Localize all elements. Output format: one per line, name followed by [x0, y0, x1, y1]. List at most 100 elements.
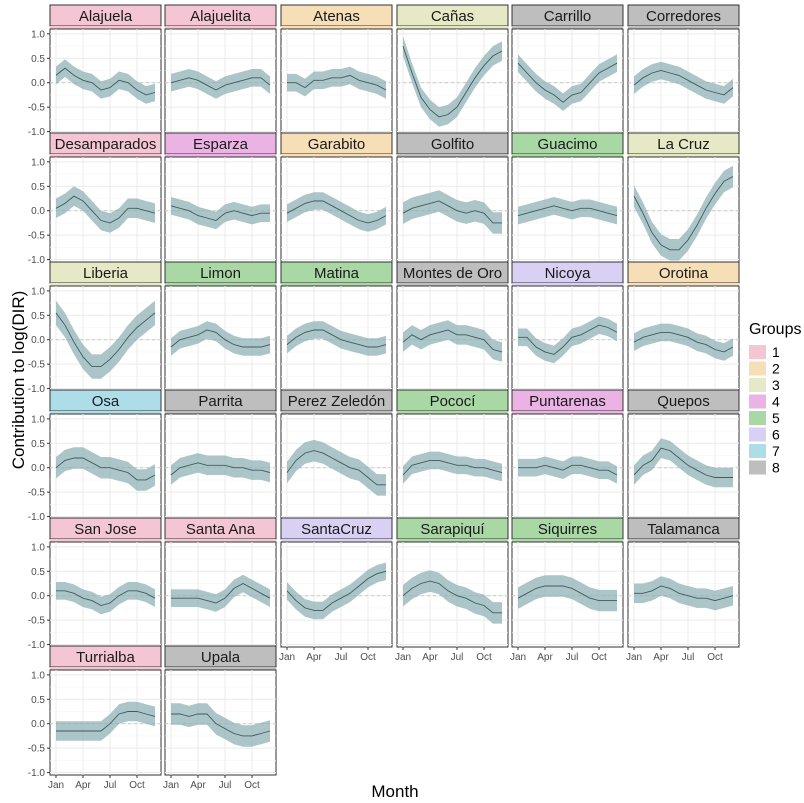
strip-group-color [50, 539, 161, 542]
strip-label: Puntarenas [529, 393, 606, 410]
strip-group-color [165, 154, 276, 157]
x-tick-label: Oct [244, 780, 260, 791]
strip-label: La Cruz [657, 136, 710, 153]
strip-group-color [165, 26, 276, 29]
strip-label: Quepos [657, 393, 710, 410]
legend-label-8: 8 [772, 460, 780, 476]
legend-label-7: 7 [772, 443, 780, 459]
y-tick-label: -0.5 [28, 103, 46, 114]
confidence-band [518, 197, 617, 225]
panel-santa-ana: Santa Ana [164, 517, 277, 648]
series-line [286, 329, 387, 348]
series-line [170, 462, 271, 476]
y-tick-label: -0.5 [28, 616, 46, 627]
panel-nicoya: Nicoya [511, 261, 624, 392]
x-tick-label: Jan [279, 652, 295, 663]
panel-parrita: Parrita [164, 389, 277, 520]
confidence-band [518, 316, 617, 364]
y-tick-label: -0.5 [28, 488, 46, 499]
confidence-band [634, 576, 733, 611]
strip-group-color [397, 154, 508, 157]
y-tick-label: 1.0 [31, 670, 45, 681]
strip-label: Golfito [431, 136, 474, 153]
strip-group-color [628, 26, 739, 29]
x-tick-label: Jul [451, 652, 464, 663]
x-tick-label: Jul [566, 652, 579, 663]
strip-group-color [281, 154, 392, 157]
strip-group-color [50, 154, 161, 157]
panels: Alajuela 1.0 0.5 0.0 -0.5 -1.0 Alajuelita Atena… [28, 4, 740, 791]
strip-label: Santa Ana [186, 521, 256, 538]
confidence-band [518, 54, 617, 111]
confidence-band [56, 59, 155, 104]
y-tick-label: 0.5 [31, 695, 45, 706]
confidence-band [171, 197, 270, 230]
panel-montes-de-oro: Montes de Oro [396, 261, 509, 392]
series-line [402, 459, 503, 476]
legend-title: Groups [749, 321, 801, 338]
strip-label: San Jose [74, 521, 137, 538]
panel-esparza: Esparza [164, 132, 277, 263]
panel-alajuela: Alajuela 1.0 0.5 0.0 -0.5 -1.0 [28, 4, 162, 138]
strip-group-color [397, 411, 508, 414]
x-tick-label: Apr [422, 652, 438, 663]
strip-label: Liberia [83, 265, 129, 282]
strip-label: Orotina [659, 265, 709, 282]
series-line [55, 195, 156, 224]
panel-desamparados: Desamparados 1.0 0.5 0.0 -0.5 -1.0 [28, 132, 162, 266]
series-line [170, 77, 271, 91]
x-tick-label: Apr [190, 780, 206, 791]
series-line [634, 585, 734, 602]
confidence-band [171, 69, 270, 99]
confidence-band [403, 320, 502, 362]
panel-corredores: Corredores [627, 4, 740, 135]
x-tick-label: Jan [163, 780, 179, 791]
legend-label-2: 2 [772, 361, 780, 377]
confidence-band [287, 66, 386, 99]
series-line [633, 176, 734, 251]
strip-label: Talamanca [647, 521, 720, 538]
series-line [517, 585, 617, 602]
strip-group-color [512, 283, 623, 286]
y-tick-label: 1.0 [31, 286, 45, 297]
y-tick-label: 0.0 [31, 206, 45, 217]
y-tick-label: 1.0 [31, 414, 45, 425]
series-line [286, 200, 387, 224]
x-tick-label: Apr [653, 652, 669, 663]
series-line [286, 570, 387, 611]
strip-group-color [512, 411, 623, 414]
x-tick-label: Jul [335, 652, 348, 663]
strip-label: Montes de Oro [403, 265, 502, 282]
confidence-band [287, 439, 386, 496]
strip-group-color [281, 26, 392, 29]
panel-cañas: Cañas [396, 4, 509, 135]
legend-label-3: 3 [772, 377, 780, 393]
y-tick-label: -1.0 [28, 768, 46, 779]
confidence-band [403, 190, 502, 234]
strip-label: Cañas [431, 8, 474, 25]
strip-group-color [50, 411, 161, 414]
panel-quepos: Quepos [627, 389, 740, 520]
panel-pococí: Pococí [396, 389, 509, 520]
panel-alajuelita: Alajuelita [164, 4, 277, 135]
y-tick-label: -1.0 [28, 384, 46, 395]
confidence-band [287, 562, 386, 620]
confidence-band [171, 574, 270, 612]
confidence-band [403, 570, 502, 624]
strip-group-color [281, 411, 392, 414]
panel-talamanca: Talamanca Jan Apr Jul Oct [626, 517, 740, 663]
strip-label: Atenas [313, 8, 360, 25]
strip-group-color [397, 283, 508, 286]
confidence-band [56, 300, 155, 379]
panel-upala: Upala Jan Apr Jul Oct [163, 645, 277, 791]
confidence-band [56, 582, 155, 615]
series-line [171, 582, 271, 604]
strip-label: Sarapiquí [420, 521, 485, 538]
strip-group-color [165, 667, 276, 670]
confidence-band [287, 321, 386, 356]
strip-group-color [165, 283, 276, 286]
x-tick-label: Jul [219, 780, 232, 791]
y-axis-title: Contribution to log(DIR) [9, 291, 28, 470]
y-tick-label: 0.5 [31, 54, 45, 65]
